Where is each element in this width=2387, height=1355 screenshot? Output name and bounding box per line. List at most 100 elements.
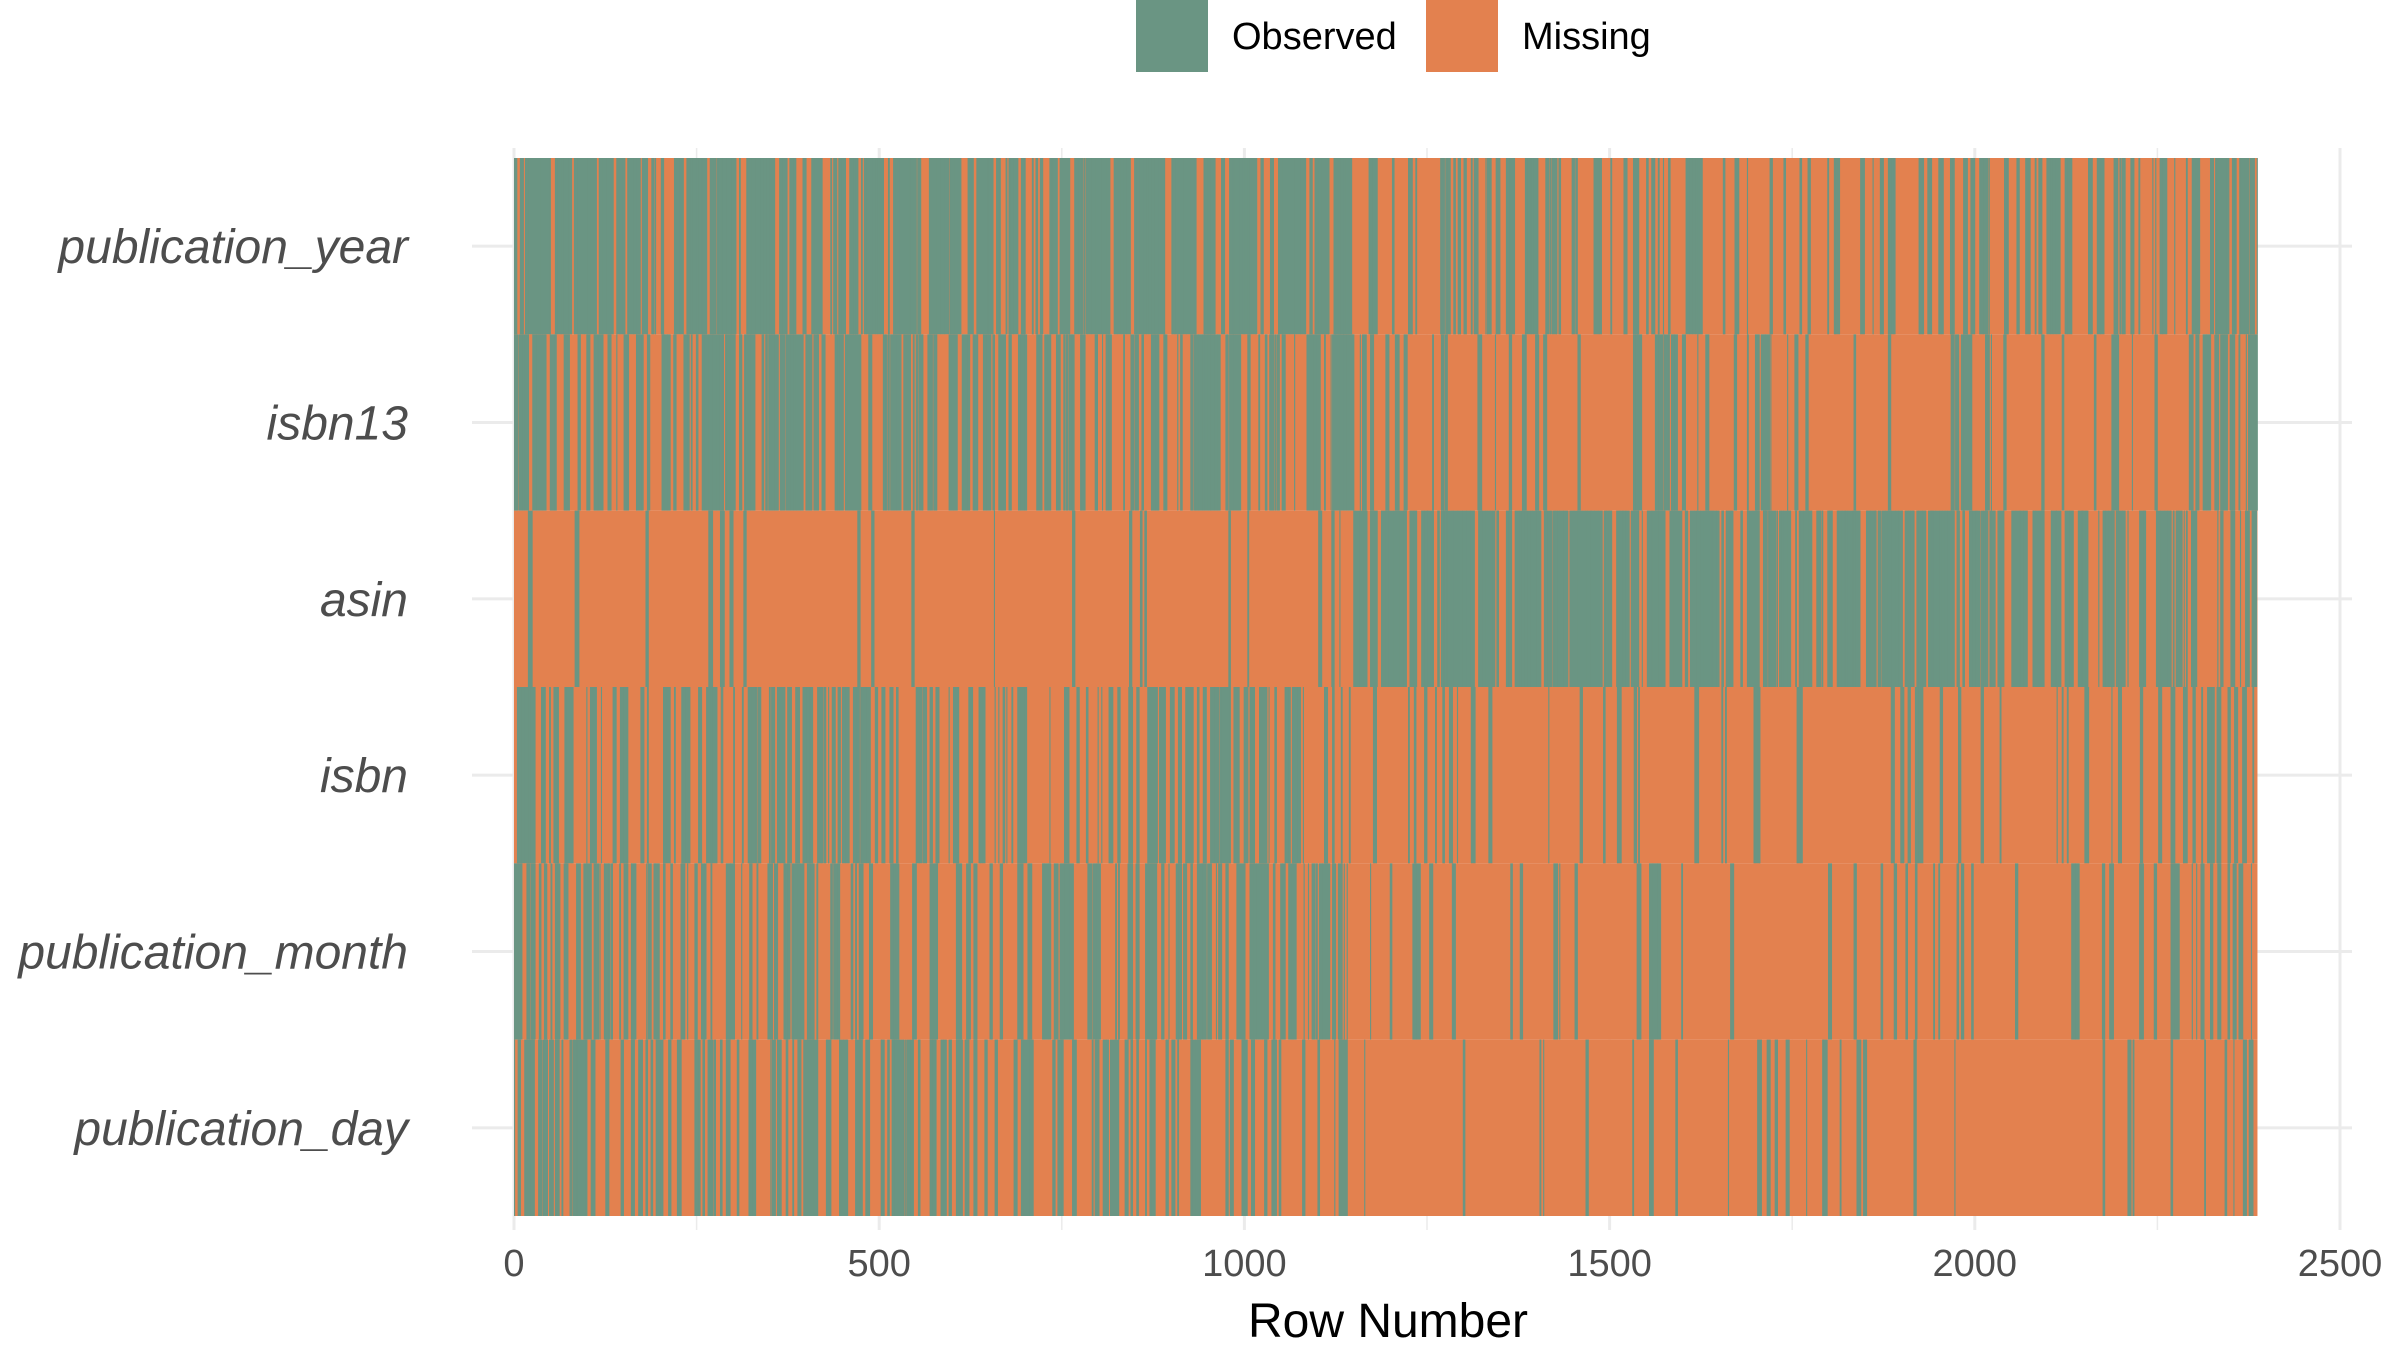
observed-cell (1307, 863, 1310, 1040)
observed-cell (1956, 510, 1960, 687)
observed-cell (1347, 158, 1353, 335)
observed-cell (1972, 510, 1976, 687)
observed-cell (1689, 158, 1693, 335)
observed-cell (602, 158, 607, 335)
observed-cell (1136, 158, 1140, 335)
observed-cell (707, 1039, 710, 1216)
observed-cell (967, 158, 971, 335)
observed-cell (2139, 687, 2144, 864)
observed-cell (1385, 510, 1389, 687)
observed-cell (1853, 863, 1856, 1040)
observed-cell (1511, 510, 1513, 687)
observed-cell (1675, 1039, 1678, 1216)
observed-cell (779, 334, 782, 511)
observed-cell (795, 687, 800, 864)
observed-cell (687, 334, 690, 511)
observed-cell (1833, 158, 1836, 335)
observed-cell (2232, 334, 2236, 511)
observed-cell (698, 687, 703, 864)
observed-cell (1548, 687, 1550, 864)
observed-cell (1066, 158, 1071, 335)
observed-cell (1874, 510, 1876, 687)
observed-cell (1217, 334, 1221, 511)
observed-cell (1443, 510, 1445, 687)
observed-cell (1120, 158, 1125, 335)
observed-cell (1044, 863, 1049, 1040)
observed-cell (1294, 334, 1296, 511)
observed-cell (1762, 510, 1765, 687)
observed-cell (929, 687, 933, 864)
observed-cell (1163, 687, 1166, 864)
observed-cell (1703, 510, 1709, 687)
observed-cell (1221, 158, 1226, 335)
observed-cell (660, 158, 664, 335)
observed-cell (1190, 863, 1193, 1040)
observed-cell (1445, 158, 1448, 335)
observed-cell (1052, 158, 1055, 335)
observed-cell (855, 863, 857, 1040)
observed-cell (1214, 334, 1218, 511)
observed-cell (1678, 510, 1683, 687)
observed-cell (1754, 334, 1760, 511)
observed-cell (1651, 510, 1654, 687)
observed-cell (1408, 687, 1410, 864)
observed-cell (2252, 687, 2255, 864)
observed-cell (713, 1039, 716, 1216)
observed-cell (998, 334, 1002, 511)
observed-cell (663, 863, 666, 1040)
observed-cell (1853, 334, 1857, 511)
observed-cell (760, 158, 764, 335)
observed-cell (730, 863, 735, 1040)
observed-cell (2242, 687, 2247, 864)
observed-cell (2061, 687, 2064, 864)
observed-cell (1935, 510, 1941, 687)
observed-cell (2127, 1039, 2132, 1216)
observed-cell (1593, 158, 1599, 335)
observed-cell (1081, 334, 1086, 511)
observed-cell (2249, 158, 2251, 335)
observed-cell (1800, 510, 1804, 687)
observed-cell (1785, 1039, 1790, 1216)
observed-cell (1175, 158, 1181, 335)
observed-cell (954, 158, 958, 335)
observed-cell (1670, 334, 1675, 511)
observed-cell (1496, 510, 1498, 687)
observed-cell (522, 334, 525, 511)
observed-cell (1023, 1039, 1028, 1216)
observed-cell (590, 1039, 594, 1216)
observed-cell (839, 334, 844, 511)
observed-cell (2138, 158, 2141, 335)
observed-cell (1635, 334, 1638, 511)
observed-cell (2188, 334, 2194, 511)
observed-cell (1263, 687, 1268, 864)
observed-cell (899, 158, 903, 335)
observed-cell (570, 687, 574, 864)
observed-cell (1829, 510, 1833, 687)
observed-cell (768, 334, 773, 511)
observed-cell (745, 334, 751, 511)
legend-swatch-observed (1136, 0, 1208, 72)
observed-cell (846, 1039, 849, 1216)
observed-cell (1198, 334, 1203, 511)
observed-cell (817, 687, 822, 864)
observed-cell (1113, 158, 1118, 335)
observed-cell (1988, 158, 1990, 335)
observed-cell (1343, 158, 1345, 335)
observed-cell (2075, 863, 2080, 1040)
observed-cell (1001, 334, 1003, 511)
observed-cell (594, 158, 597, 335)
observed-cell (1658, 334, 1664, 511)
observed-cell (1139, 158, 1144, 335)
observed-cell (1413, 510, 1418, 687)
observed-cell (1271, 158, 1275, 335)
observed-cell (1641, 510, 1643, 687)
observed-cell (1708, 510, 1711, 687)
observed-cell (1963, 334, 1968, 511)
observed-cell (1304, 158, 1307, 335)
observed-cell (1477, 334, 1483, 511)
observed-cell (1158, 158, 1163, 335)
observed-cell (1031, 158, 1034, 335)
observed-cell (936, 158, 941, 335)
observed-cell (586, 863, 589, 1040)
observed-cell (1010, 158, 1014, 335)
